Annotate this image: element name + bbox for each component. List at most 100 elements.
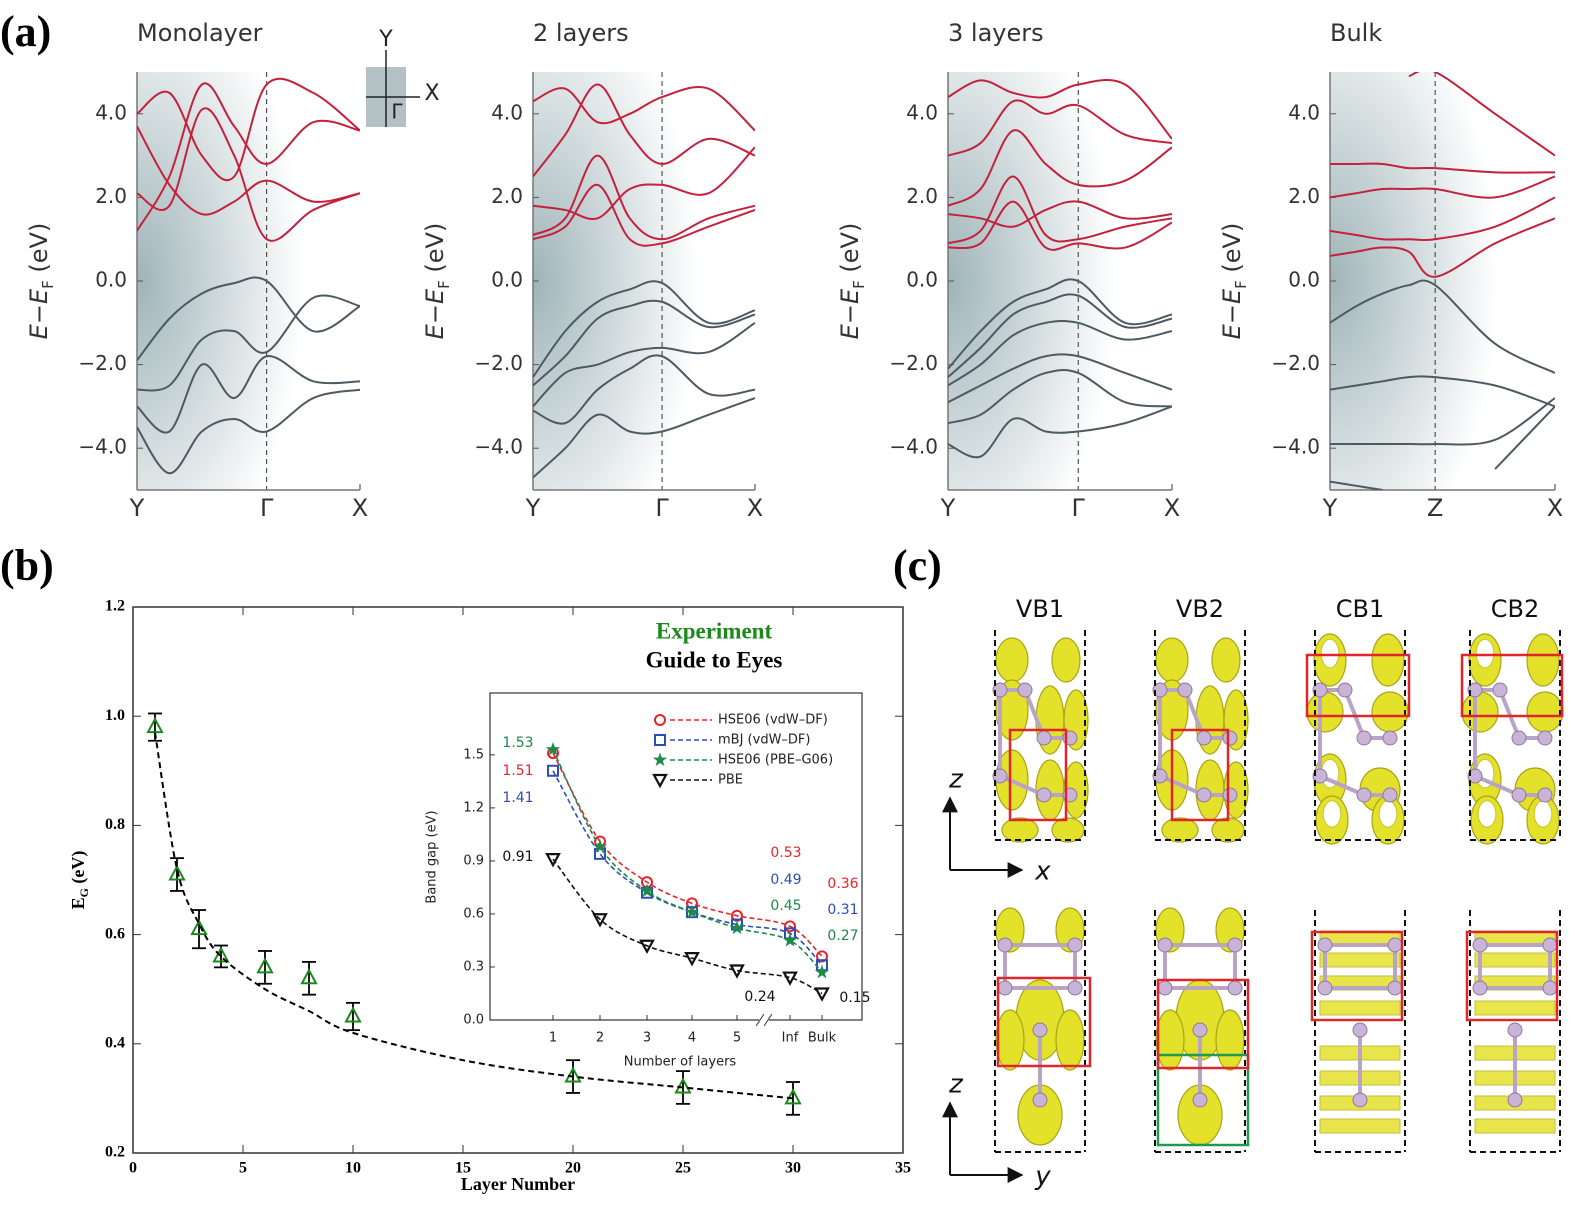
atom	[1387, 937, 1403, 953]
isosurface	[1474, 952, 1556, 968]
atom	[1222, 730, 1238, 746]
axis-break	[755, 1013, 765, 1027]
legend-marker	[654, 734, 666, 746]
data-point	[545, 742, 561, 756]
isosurface	[1306, 691, 1344, 733]
band	[948, 200, 1172, 228]
x-tick-label: 25	[675, 1160, 691, 1177]
data-point	[814, 987, 830, 1002]
bond	[1474, 774, 1520, 797]
bond	[1498, 689, 1521, 739]
legend-entry: Guide to Eyes	[646, 647, 783, 672]
band	[1330, 196, 1555, 242]
data-point	[729, 964, 745, 979]
isosurface-hole	[1378, 800, 1398, 828]
plot-background	[1330, 72, 1555, 490]
y-tick-label: −2.0	[78, 351, 127, 375]
error-bar	[786, 1081, 800, 1116]
band	[1330, 397, 1555, 446]
x-tick-label: 30	[785, 1160, 801, 1177]
value-label: 0.36	[827, 876, 858, 892]
isosurface	[995, 637, 1029, 683]
axis-letter: z	[948, 765, 964, 795]
x-tick-label: 5	[733, 1031, 741, 1046]
panel-title: 3 layers	[948, 19, 1044, 47]
axes-icon-label: X	[424, 81, 439, 106]
y-tick-label: 1.0	[105, 707, 125, 724]
y-tick-label: 0.0	[463, 1013, 484, 1028]
isosurface	[1461, 691, 1499, 733]
x-tick-label: Y	[525, 494, 541, 522]
x-tick-label: 10	[345, 1160, 361, 1177]
y-tick-label: −2.0	[889, 351, 938, 375]
panel-title: Monolayer	[137, 19, 263, 47]
error-bar	[170, 857, 184, 892]
y-tick-label: 0.3	[463, 959, 484, 974]
y-tick-label: 0.0	[95, 268, 127, 292]
isosurface	[1526, 691, 1564, 733]
x-tick-label: Y	[940, 494, 956, 522]
atom	[1227, 937, 1243, 953]
band	[948, 353, 1172, 404]
axes-icon-label: Γ	[391, 100, 403, 124]
plot-background	[137, 72, 360, 490]
isosurface	[1319, 1000, 1401, 1016]
data-point	[782, 971, 798, 986]
value-label: 0.91	[502, 849, 533, 865]
atom	[1317, 937, 1333, 953]
band	[1408, 72, 1555, 157]
legend-marker	[654, 714, 666, 726]
axes-icon-label: Y	[378, 27, 393, 52]
band	[948, 278, 1172, 370]
isosurface	[1319, 952, 1401, 968]
atom	[1157, 937, 1173, 953]
atom	[1492, 682, 1508, 698]
y-axis-label: EG (eV)	[68, 851, 91, 910]
atom	[1387, 980, 1403, 996]
atom	[1382, 787, 1398, 803]
atom	[1511, 730, 1527, 746]
atom	[1352, 1092, 1368, 1108]
y-tick-label: 0.9	[463, 853, 484, 868]
band	[1330, 162, 1555, 174]
y-axis-label-part: E−E	[25, 288, 53, 339]
error-bar	[192, 909, 206, 950]
y-tick-label: 4.0	[906, 100, 938, 124]
atom	[1472, 937, 1488, 953]
atom	[1017, 682, 1033, 698]
highlight-box	[1305, 653, 1411, 718]
atom	[1507, 1022, 1523, 1038]
atom	[1227, 980, 1243, 996]
highlight-box	[1170, 728, 1230, 822]
panel-label: (b)	[0, 541, 54, 590]
isosurface	[1063, 761, 1089, 819]
plot-background	[948, 72, 1172, 490]
isosurface	[1474, 1118, 1556, 1134]
band	[1330, 375, 1555, 408]
y-tick-label: 0.6	[463, 906, 484, 921]
y-axis-label-part: E	[68, 897, 88, 909]
x-tick-label: 20	[565, 1160, 581, 1177]
band	[137, 125, 360, 216]
data-point	[344, 1006, 362, 1023]
y-tick-label: 1.5	[463, 747, 484, 762]
atom	[1152, 682, 1168, 698]
series-line	[552, 858, 823, 995]
y-axis-label-part: (eV)	[421, 223, 449, 281]
x-tick-label: 5	[239, 1160, 247, 1177]
band	[533, 397, 755, 479]
x-tick-label: 3	[643, 1031, 651, 1046]
atom	[1382, 730, 1398, 746]
band	[948, 369, 1172, 425]
y-axis-label: E−EF (eV)	[836, 223, 868, 340]
y-axis-label: E−EF (eV)	[1218, 223, 1250, 340]
isosurface	[1001, 817, 1039, 843]
bond	[1343, 689, 1366, 739]
data-point	[190, 919, 208, 936]
data-point	[729, 920, 745, 935]
data-point	[592, 839, 608, 853]
panel-label: (a)	[0, 7, 51, 56]
y-axis-label-part: F	[1232, 280, 1250, 289]
y-tick-label: −4.0	[474, 435, 523, 459]
y-tick-label: 2.0	[95, 184, 127, 208]
